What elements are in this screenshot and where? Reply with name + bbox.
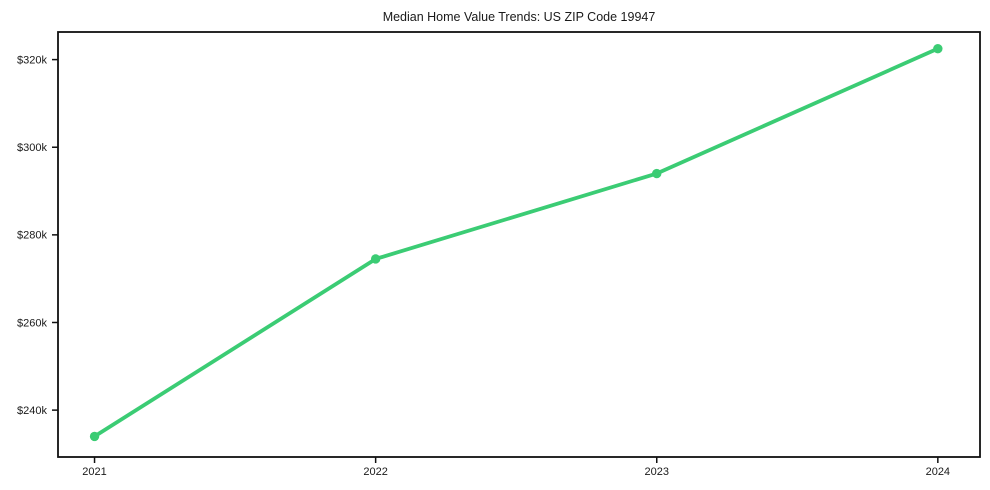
- x-axis-tick-label: 2024: [926, 466, 950, 478]
- data-point: [370, 254, 381, 264]
- y-axis-tick-label: $280k: [17, 230, 47, 242]
- plot-area: $240k $260k $280k $300k $320k 2021 2022 2023 202…: [17, 31, 981, 478]
- y-axis-tick-label: $260k: [17, 317, 47, 329]
- x-axis-tick-label: 2021: [82, 466, 106, 478]
- data-point: [652, 168, 662, 179]
- data-point: [89, 431, 100, 442]
- axes-spines: [57, 31, 981, 458]
- y-axis-tick-label: $240k: [17, 405, 47, 417]
- x-axis-tick-label: 2022: [363, 466, 387, 478]
- data-line: [92, 46, 940, 439]
- y-axis-tick-label: $300k: [17, 142, 47, 154]
- y-axis-tick-label: $320k: [17, 54, 47, 66]
- x-axis-tick-label: 2023: [644, 466, 668, 478]
- chart-title: Median Home Value Trends: US ZIP Code 19…: [383, 10, 656, 24]
- data-point: [933, 43, 943, 54]
